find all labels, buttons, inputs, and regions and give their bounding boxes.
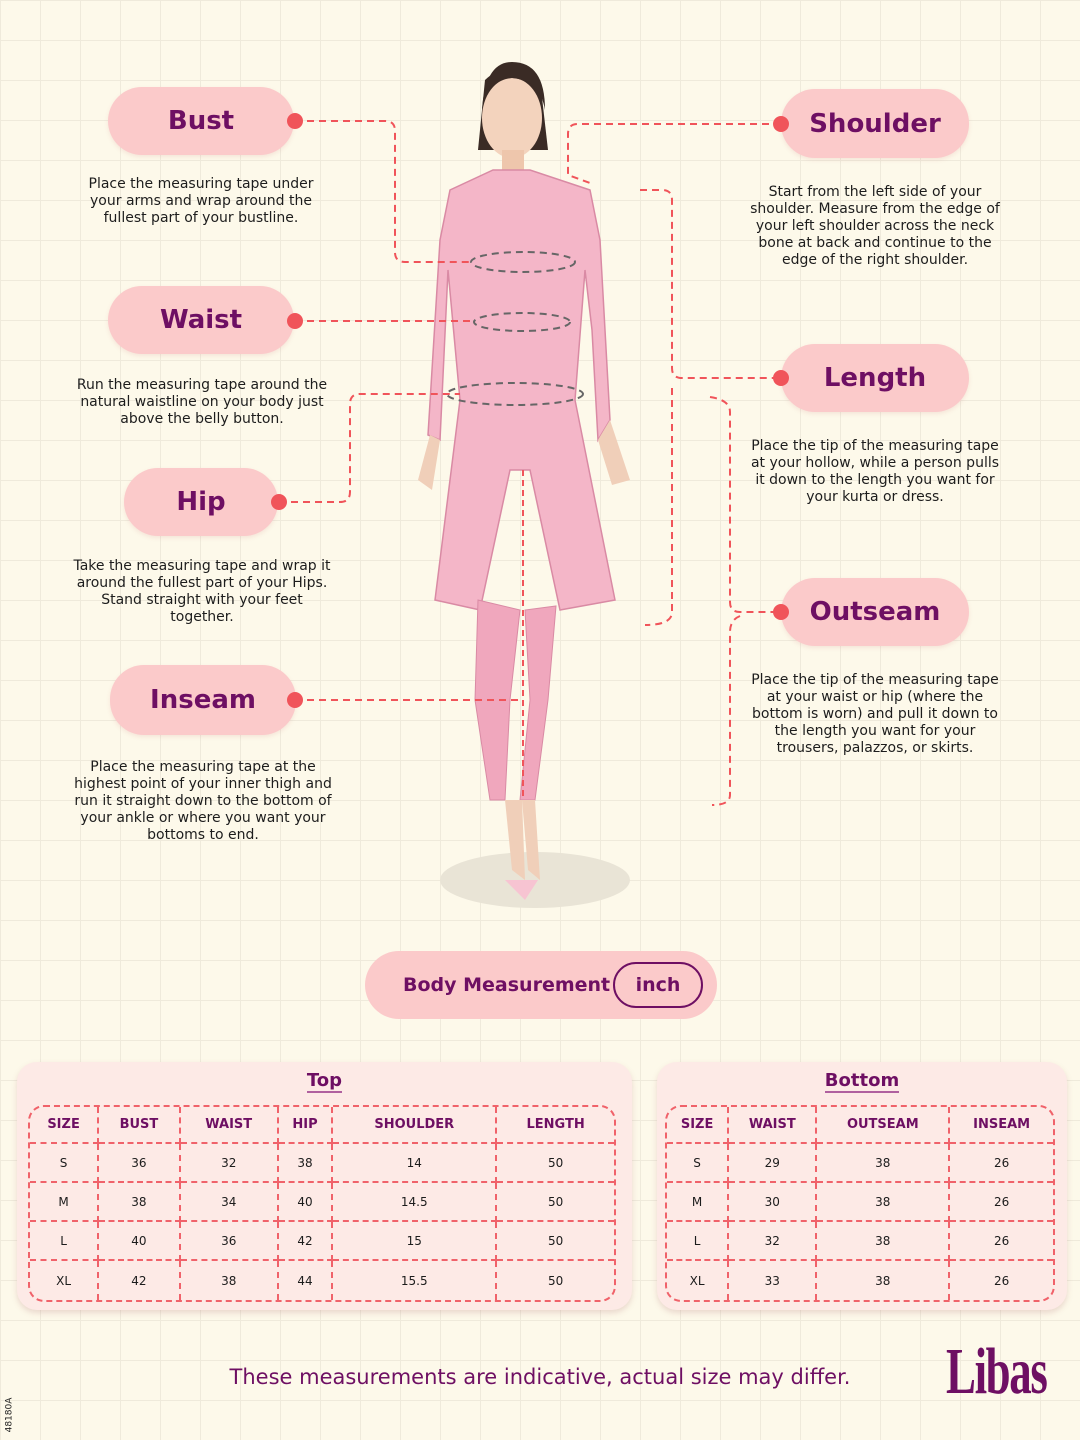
table-cell: 15 <box>333 1222 498 1261</box>
table-cell: 29 <box>729 1144 818 1183</box>
bottom-size-table: SIZE WAIST OUTSEAM INSEAM S 29 38 26 M 30 38 26 L 32… <box>665 1105 1055 1302</box>
table-row: XL 33 38 26 <box>667 1261 1053 1300</box>
table-cell: 50 <box>497 1222 614 1261</box>
hip-marker-dot <box>271 494 287 510</box>
shoulder-marker-dot <box>773 116 789 132</box>
column-header: WAIST <box>729 1107 818 1144</box>
table-cell: 15.5 <box>333 1261 498 1300</box>
table-row: S 36 32 38 14 50 <box>30 1144 614 1183</box>
length-marker-dot <box>773 370 789 386</box>
table-cell: S <box>667 1144 730 1183</box>
table-cell: 36 <box>180 1222 279 1261</box>
hip-description: Take the measuring tape and wrap it arou… <box>73 558 331 625</box>
table-cell: 38 <box>278 1144 334 1183</box>
table-cell: L <box>30 1222 100 1261</box>
outseam-marker-dot <box>773 604 789 620</box>
hip-label: Hip <box>124 468 278 536</box>
table-cell: 38 <box>99 1183 181 1222</box>
table-cell: 30 <box>729 1183 818 1222</box>
table-cell: 14 <box>333 1144 498 1183</box>
body-measurement-badge: Body Measurement inch <box>365 951 717 1019</box>
table-row: XL 42 38 44 15.5 50 <box>30 1261 614 1300</box>
libas-logo: Libas <box>946 1335 1048 1408</box>
model-illustration <box>418 62 630 908</box>
bottom-size-card: Bottom SIZE WAIST OUTSEAM INSEAM S 29 38 26 M 30… <box>657 1062 1067 1310</box>
table-cell: 38 <box>817 1183 951 1222</box>
table-cell: 26 <box>950 1144 1053 1183</box>
table-row: M 30 38 26 <box>667 1183 1053 1222</box>
table-cell: 50 <box>497 1144 614 1183</box>
table-cell: 26 <box>993 1273 1010 1288</box>
waist-marker-dot <box>287 313 303 329</box>
table-cell: 38 <box>817 1261 951 1300</box>
outseam-label: Outseam <box>781 578 969 646</box>
column-header: HIP <box>278 1107 334 1144</box>
top-table-title: Top <box>306 1070 343 1093</box>
product-code: 48180A <box>4 1397 15 1433</box>
table-cell: 26 <box>950 1183 1053 1222</box>
table-cell: 38 <box>817 1144 951 1183</box>
table-cell: 14.5 <box>333 1183 498 1222</box>
table-cell: 50 <box>497 1183 614 1222</box>
table-cell: M <box>30 1183 100 1222</box>
inseam-label: Inseam <box>110 665 296 735</box>
table-cell: 38 <box>181 1261 279 1300</box>
length-label: Length <box>781 344 969 412</box>
table-cell: 32 <box>729 1222 818 1261</box>
unit-toggle[interactable]: inch <box>613 962 703 1008</box>
table-row: M 38 34 40 14.5 50 <box>30 1183 614 1222</box>
connector-lines <box>279 120 781 806</box>
top-size-card: Top SIZE BUST WAIST HIP SHOULDER LENGTH S 36 32… <box>17 1062 632 1310</box>
table-cell: 34 <box>180 1183 279 1222</box>
table-cell: L <box>667 1222 730 1261</box>
table-row: L 40 36 42 15 50 <box>30 1222 614 1261</box>
column-header: INSEAM <box>950 1107 1053 1144</box>
table-cell: S <box>30 1144 100 1183</box>
top-size-table: SIZE BUST WAIST HIP SHOULDER LENGTH S 36 32 38 14… <box>28 1105 616 1302</box>
column-header: SIZE <box>30 1107 100 1144</box>
table-cell: 42 <box>99 1261 181 1300</box>
table-cell: 44 <box>279 1261 334 1300</box>
waist-description: Run the measuring tape around the natura… <box>76 377 328 427</box>
table-cell: XL <box>30 1261 100 1300</box>
table-row: S 29 38 26 <box>667 1144 1053 1183</box>
disclaimer-note: These measurements are indicative, actua… <box>229 1365 851 1389</box>
table-cell: 50 <box>547 1273 564 1288</box>
column-header: OUTSEAM <box>817 1107 951 1144</box>
length-description: Place the tip of the measuring tape at y… <box>750 438 1000 505</box>
shoulder-description: Start from the left side of your shoulde… <box>750 184 1000 268</box>
column-header: SIZE <box>667 1107 730 1144</box>
column-header: SHOULDER <box>333 1107 498 1144</box>
bust-description: Place the measuring tape under your arms… <box>88 176 314 226</box>
table-cell: 40 <box>99 1222 181 1261</box>
table-cell: XL <box>667 1261 730 1300</box>
table-cell: 38 <box>817 1222 951 1261</box>
body-measurement-label: Body Measurement <box>403 974 611 996</box>
bust-label: Bust <box>108 87 294 155</box>
bottom-table-title: Bottom <box>824 1070 900 1093</box>
table-cell: 32 <box>180 1144 279 1183</box>
column-header: LENGTH <box>497 1107 614 1144</box>
column-header: WAIST <box>180 1107 279 1144</box>
table-cell: 36 <box>99 1144 181 1183</box>
table-cell: 40 <box>278 1183 334 1222</box>
inseam-marker-dot <box>287 692 303 708</box>
table-cell: M <box>667 1183 730 1222</box>
table-cell: 26 <box>950 1222 1053 1261</box>
shoulder-label: Shoulder <box>781 89 969 158</box>
column-header: BUST <box>99 1107 181 1144</box>
outseam-description: Place the tip of the measuring tape at y… <box>751 672 999 756</box>
inseam-description: Place the measuring tape at the highest … <box>74 759 332 843</box>
bust-marker-dot <box>287 113 303 129</box>
table-row: L 32 38 26 <box>667 1222 1053 1261</box>
table-cell: 33 <box>729 1261 818 1300</box>
table-cell: 42 <box>278 1222 334 1261</box>
waist-label: Waist <box>108 286 294 354</box>
